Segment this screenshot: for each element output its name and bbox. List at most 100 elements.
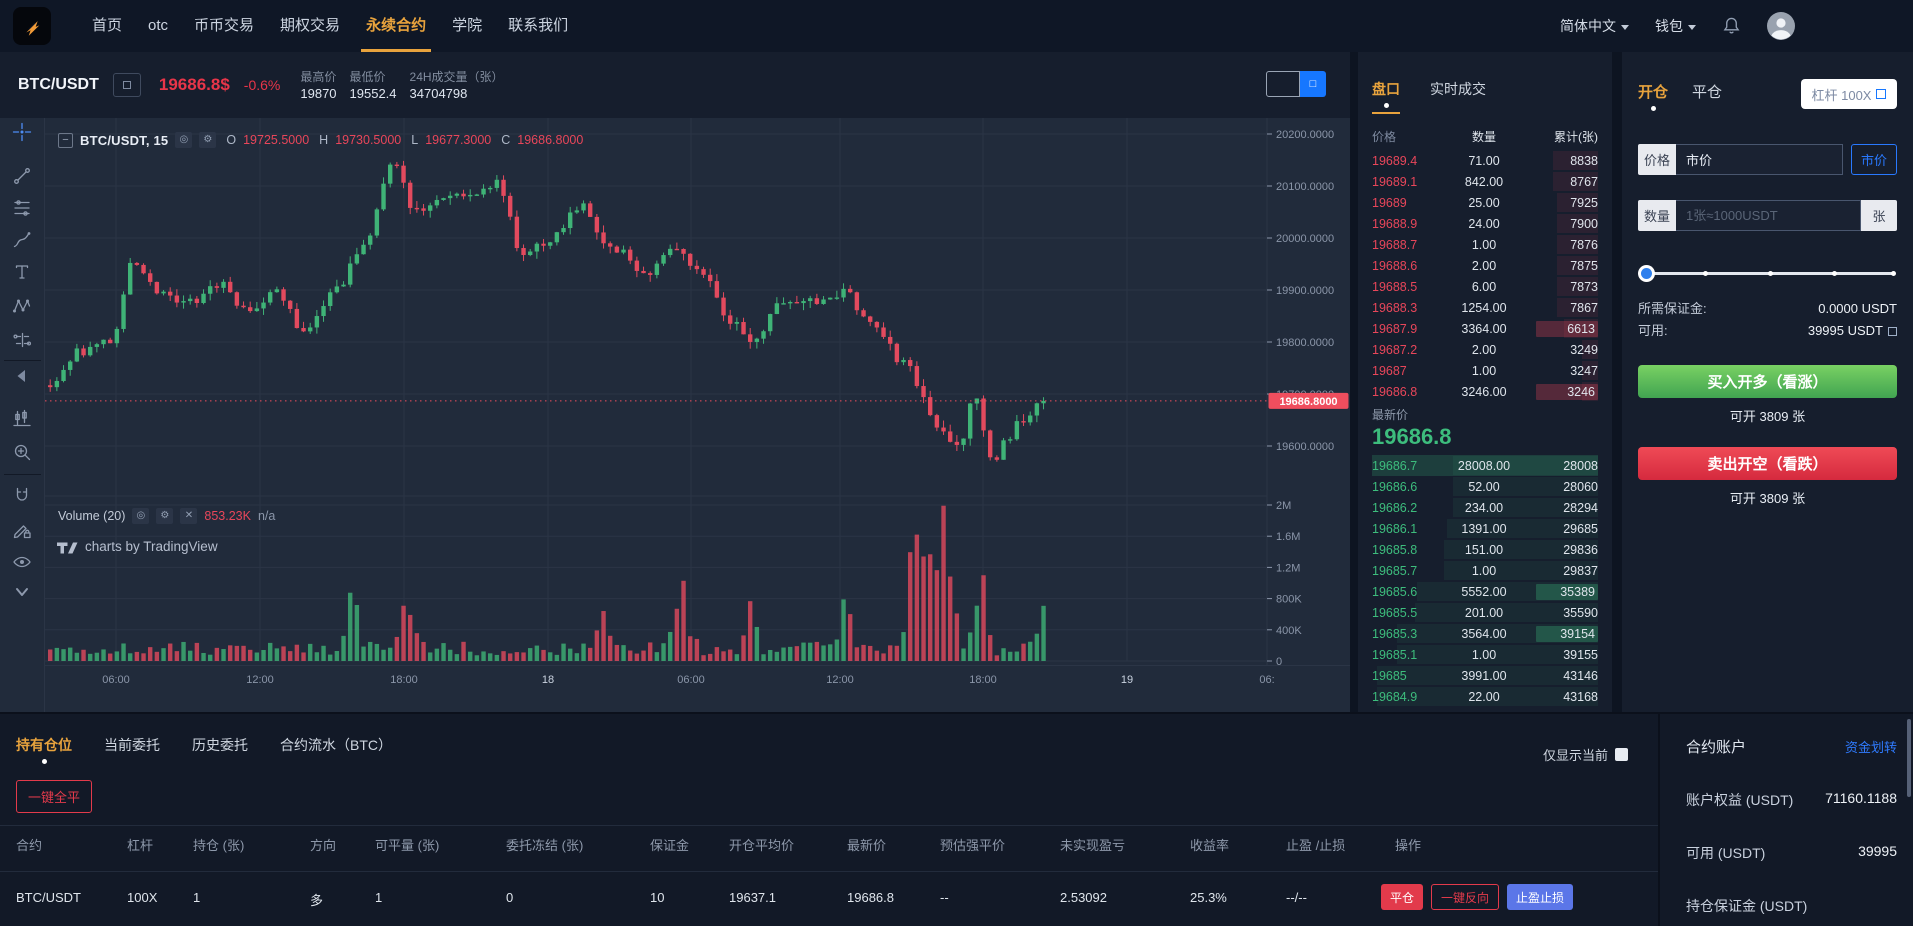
fib-lines-icon[interactable]	[8, 194, 36, 222]
kline-view-button[interactable]: □	[1300, 71, 1326, 97]
lock-drawings-icon[interactable]	[8, 516, 36, 544]
scrollbar[interactable]	[1907, 719, 1911, 797]
wallet-menu[interactable]: 钱包	[1655, 16, 1696, 36]
positions-tab-当前委托[interactable]: 当前委托	[104, 737, 160, 753]
user-avatar[interactable]	[1767, 12, 1795, 40]
nav-item-otc[interactable]: otc	[148, 17, 169, 34]
close-all-button[interactable]: 一键全平	[16, 780, 93, 813]
ask-row[interactable]: 19688.3 1254.00 7867	[1372, 297, 1598, 318]
tp-sl-button[interactable]: 止盈止损	[1507, 884, 1574, 910]
hide-drawings-eye-icon[interactable]	[8, 548, 36, 576]
trend-line-icon[interactable]	[8, 162, 36, 190]
total-cell: 7876	[1570, 237, 1598, 252]
nav-item-币币交易[interactable]: 币币交易	[194, 17, 255, 34]
ask-row[interactable]: 19687 1.00 3247	[1372, 360, 1598, 381]
nav-item-首页[interactable]: 首页	[92, 17, 123, 34]
slider-dot-75[interactable]	[1832, 271, 1838, 276]
bid-row[interactable]: 19685.3 3564.00 39154	[1372, 623, 1598, 644]
more-tools-chevron-icon[interactable]	[8, 578, 36, 606]
slider-thumb[interactable]	[1638, 265, 1655, 282]
magnet-mode-icon[interactable]	[8, 482, 36, 510]
tradingview-watermark[interactable]: charts by TradingView	[57, 539, 218, 554]
ask-row[interactable]: 19688.6 2.00 7875	[1372, 255, 1598, 276]
zoom-in-icon[interactable]	[8, 438, 36, 466]
text-tool-icon[interactable]	[8, 258, 36, 286]
ask-row[interactable]: 19689.4 71.00 8838	[1372, 150, 1598, 171]
language-selector[interactable]: 简体中文	[1560, 16, 1629, 36]
nav-item-联系我们[interactable]: 联系我们	[508, 17, 569, 34]
nav-item-学院[interactable]: 学院	[452, 17, 483, 34]
bid-row[interactable]: 19686.6 52.00 28060	[1372, 476, 1598, 497]
price-cell: 19688.5	[1372, 279, 1418, 294]
ask-row[interactable]: 19687.2 2.00 3249	[1372, 339, 1598, 360]
collapse-pane-icon[interactable]: −	[58, 132, 73, 148]
bar-pattern-icon[interactable]	[8, 404, 36, 432]
positions-tab-持有仓位[interactable]: 持有仓位	[16, 735, 72, 764]
forecast-tool-icon[interactable]	[8, 326, 36, 354]
bid-row[interactable]: 19686.7 28008.00 28008	[1372, 455, 1598, 476]
only-current-toggle[interactable]: 仅显示当前	[1543, 745, 1628, 764]
leverage-button[interactable]: 杠杆 100X	[1801, 79, 1897, 109]
slider-dot-25[interactable]	[1702, 271, 1708, 276]
positions-tab-历史委托[interactable]: 历史委托	[192, 737, 248, 753]
eye-icon[interactable]: ◎	[175, 132, 193, 148]
nav-item-永续合约[interactable]: 永续合约	[353, 0, 439, 52]
bid-row[interactable]: 19686.2 234.00 28294	[1372, 497, 1598, 518]
brush-icon[interactable]	[8, 226, 36, 254]
buy-open-long-button[interactable]: 买入开多（看涨）	[1638, 365, 1897, 398]
sell-open-short-button[interactable]: 卖出开空（看跌）	[1638, 447, 1897, 480]
nav-item-期权交易[interactable]: 期权交易	[280, 17, 341, 34]
ask-row[interactable]: 19689.1 842.00 8767	[1372, 171, 1598, 192]
bid-row[interactable]: 19685 3991.00 43146	[1372, 665, 1598, 686]
total-cell: 7867	[1570, 300, 1598, 315]
amount-cell: 201.00	[1464, 605, 1504, 620]
ask-row[interactable]: 19687.9 3364.00 6613	[1372, 318, 1598, 339]
gear-icon[interactable]: ⚙	[199, 132, 217, 148]
chart-canvas[interactable]: 20200.0000 20100.0000 20000.0000 19900.0000…	[45, 118, 1350, 665]
ask-row[interactable]: 19686.8 3246.00 3246	[1372, 381, 1598, 402]
amount-input[interactable]	[1676, 200, 1861, 231]
gear-icon[interactable]: ⚙	[156, 508, 174, 524]
ask-row[interactable]: 19689 25.00 7925	[1372, 192, 1598, 213]
bid-row[interactable]: 19684.9 22.00 43168	[1372, 686, 1598, 707]
tab-close-position[interactable]: 平仓	[1692, 84, 1723, 101]
market-price-button[interactable]: 市价	[1851, 144, 1897, 175]
crosshair-icon[interactable]	[8, 118, 36, 146]
price-label: 价格	[1638, 144, 1676, 175]
bid-row[interactable]: 19685.5 201.00 35590	[1372, 602, 1598, 623]
amount-cell: 1391.00	[1461, 521, 1507, 536]
site-logo[interactable]	[13, 7, 51, 45]
amount-cell: 3246.00	[1461, 384, 1507, 399]
bid-row[interactable]: 19685.6 5552.00 35389	[1372, 581, 1598, 602]
close-icon[interactable]: ✕	[180, 508, 198, 524]
xabcd-pattern-icon[interactable]	[8, 292, 36, 320]
amount-slider[interactable]	[1638, 264, 1897, 282]
reverse-position-button[interactable]: 一键反向	[1431, 884, 1500, 910]
active-dot	[1383, 103, 1389, 108]
pair-selector-button[interactable]	[112, 73, 141, 97]
tab-trades[interactable]: 实时成交	[1430, 81, 1486, 97]
ask-row[interactable]: 19688.9 24.00 7900	[1372, 213, 1598, 234]
bid-row[interactable]: 19685.7 1.00 29837	[1372, 560, 1598, 581]
bid-row[interactable]: 19686.1 1391.00 29685	[1372, 518, 1598, 539]
bid-row[interactable]: 19685.8 151.00 29836	[1372, 539, 1598, 560]
ask-row[interactable]: 19688.7 1.00 7876	[1372, 234, 1598, 255]
slider-dot-100[interactable]	[1891, 271, 1896, 276]
positions-tab-合约流水（BTC）[interactable]: 合约流水（BTC）	[280, 737, 392, 753]
tab-depth[interactable]: 盘口	[1372, 79, 1400, 114]
transfer-icon[interactable]	[1888, 326, 1897, 336]
fund-transfer-link[interactable]: 资金划转	[1844, 740, 1897, 755]
close-position-button[interactable]: 平仓	[1381, 884, 1424, 910]
depth-view-button[interactable]	[1266, 71, 1300, 97]
ask-row[interactable]: 19688.5 6.00 7873	[1372, 276, 1598, 297]
tab-open-position[interactable]: 开仓	[1638, 81, 1668, 111]
hide-toolbar-arrow-icon[interactable]	[8, 362, 36, 390]
slider-dot-50[interactable]	[1767, 271, 1773, 276]
time-axis[interactable]: 06:00 12:00 18:00 18 06:00 12:00 18:00 19 06:	[45, 665, 1350, 695]
notifications-bell-icon[interactable]	[1722, 16, 1741, 36]
bid-row[interactable]: 19685.1 1.00 39155	[1372, 644, 1598, 665]
total-cell: 3249	[1570, 342, 1598, 357]
checkbox[interactable]	[1615, 748, 1628, 761]
price-input[interactable]	[1676, 144, 1843, 175]
eye-icon[interactable]: ◎	[132, 508, 150, 524]
